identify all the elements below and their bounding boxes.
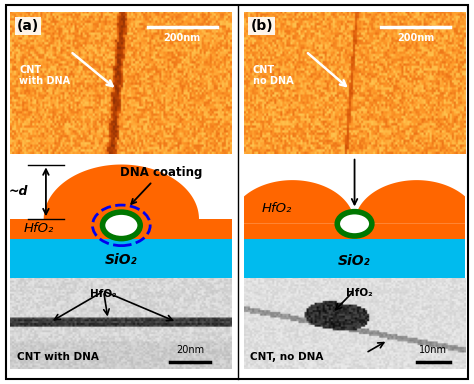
Text: SiO₂: SiO₂: [338, 254, 371, 268]
Text: HfO₂: HfO₂: [90, 289, 117, 299]
Text: (b): (b): [250, 19, 273, 33]
Text: 200nm: 200nm: [397, 33, 434, 43]
Circle shape: [102, 212, 140, 238]
Text: (a): (a): [17, 19, 39, 33]
Polygon shape: [244, 180, 465, 224]
Text: CNT
with DNA: CNT with DNA: [19, 65, 71, 86]
Text: 200nm: 200nm: [164, 33, 201, 43]
Text: SiO₂: SiO₂: [105, 253, 137, 266]
Text: HfO₂: HfO₂: [261, 202, 292, 215]
Bar: [244, 239, 465, 278]
Text: CNT
no DNA: CNT no DNA: [253, 65, 293, 86]
Bar: [10, 219, 232, 239]
Bar: [10, 239, 232, 278]
Circle shape: [337, 212, 372, 236]
Text: DNA coating: DNA coating: [120, 166, 202, 204]
Text: 20nm: 20nm: [176, 345, 204, 355]
Text: HfO₂: HfO₂: [24, 222, 54, 235]
Text: ~d: ~d: [9, 185, 28, 198]
Text: HfO₂: HfO₂: [346, 288, 372, 298]
Bar: [244, 224, 465, 239]
Text: CNT with DNA: CNT with DNA: [17, 352, 99, 362]
Text: CNT, no DNA: CNT, no DNA: [250, 352, 324, 362]
Text: 10nm: 10nm: [419, 345, 447, 355]
Polygon shape: [10, 164, 232, 219]
